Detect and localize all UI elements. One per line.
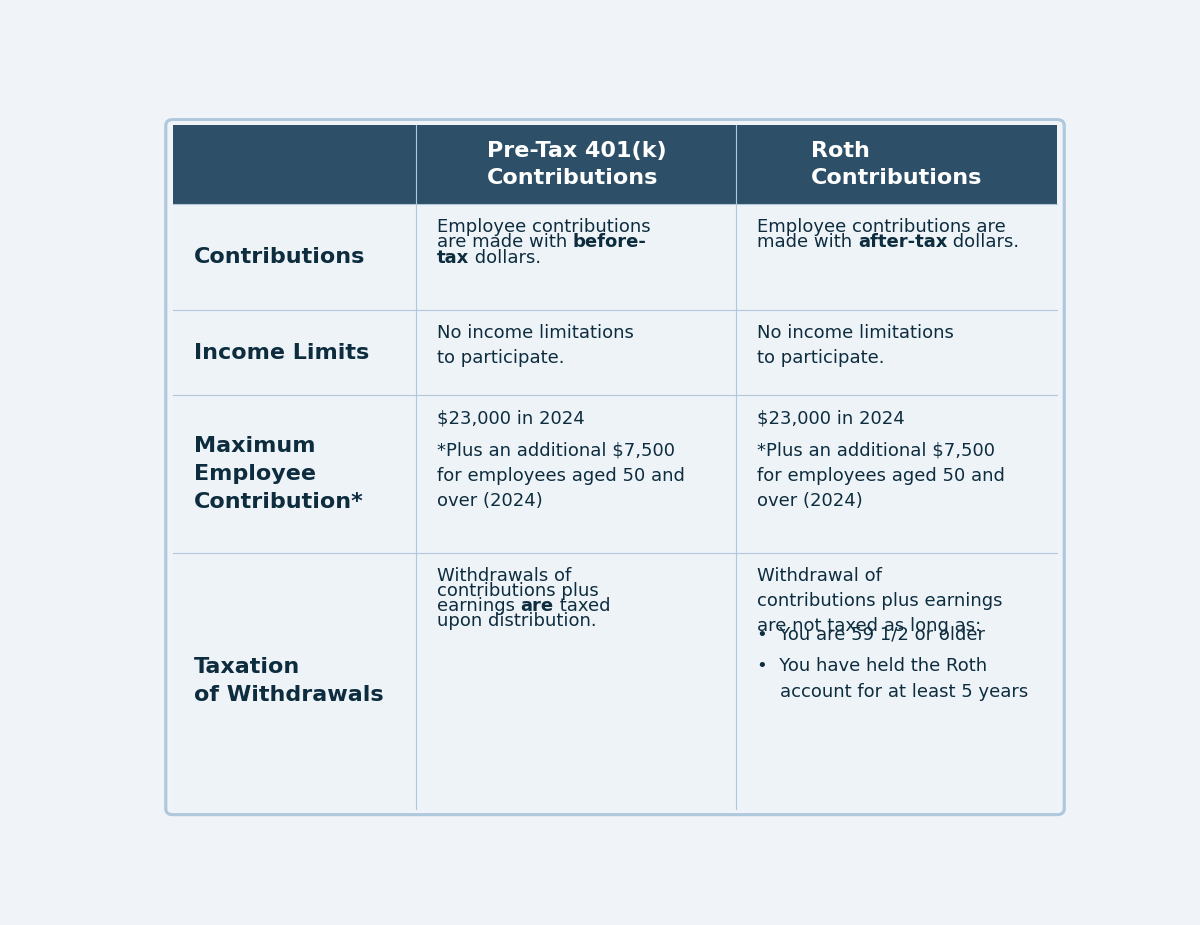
Text: Withdrawal of
contributions plus earnings
are not taxed as long as:: Withdrawal of contributions plus earning… <box>757 567 1002 635</box>
Text: earnings: earnings <box>437 598 521 615</box>
Text: taxed: taxed <box>553 598 610 615</box>
Text: *Plus an additional $7,500
for employees aged 50 and
over (2024): *Plus an additional $7,500 for employees… <box>437 441 684 510</box>
Text: Taxation
of Withdrawals: Taxation of Withdrawals <box>193 657 383 705</box>
Text: Employee contributions are: Employee contributions are <box>757 218 1006 236</box>
Text: tax: tax <box>437 249 469 266</box>
Bar <box>737 395 1057 552</box>
Bar <box>737 552 1057 809</box>
Text: after-tax: after-tax <box>858 233 947 252</box>
Text: Maximum
Employee
Contribution*: Maximum Employee Contribution* <box>193 436 364 512</box>
Text: before-: before- <box>572 233 647 252</box>
Text: $23,000 in 2024: $23,000 in 2024 <box>437 410 584 427</box>
Text: contributions plus: contributions plus <box>437 582 599 600</box>
Text: dollars.: dollars. <box>947 233 1019 252</box>
Bar <box>737 310 1057 395</box>
Bar <box>173 552 416 809</box>
Bar <box>737 125 1057 204</box>
Bar <box>416 204 737 310</box>
Text: Income Limits: Income Limits <box>193 342 368 363</box>
Bar <box>416 310 737 395</box>
Text: Roth
Contributions: Roth Contributions <box>811 141 983 188</box>
Text: •  You have held the Roth
    account for at least 5 years: • You have held the Roth account for at … <box>757 658 1028 700</box>
Bar <box>737 204 1057 310</box>
Text: are: are <box>521 598 553 615</box>
Bar <box>416 552 737 809</box>
Bar <box>416 125 737 204</box>
Text: upon distribution.: upon distribution. <box>437 612 596 631</box>
Text: •  You are 59 1/2 or older: • You are 59 1/2 or older <box>757 625 985 644</box>
Bar <box>173 204 416 310</box>
Text: $23,000 in 2024: $23,000 in 2024 <box>757 410 905 427</box>
Bar <box>173 395 416 552</box>
Bar <box>173 125 416 204</box>
Text: No income limitations
to participate.: No income limitations to participate. <box>437 324 634 367</box>
Text: Withdrawals of: Withdrawals of <box>437 567 571 585</box>
Text: Pre-Tax 401(k)
Contributions: Pre-Tax 401(k) Contributions <box>486 141 666 188</box>
Bar <box>173 310 416 395</box>
Text: dollars.: dollars. <box>469 249 541 266</box>
Text: *Plus an additional $7,500
for employees aged 50 and
over (2024): *Plus an additional $7,500 for employees… <box>757 441 1004 510</box>
Text: are made with: are made with <box>437 233 572 252</box>
Text: No income limitations
to participate.: No income limitations to participate. <box>757 324 954 367</box>
Text: Contributions: Contributions <box>193 247 365 267</box>
Text: made with: made with <box>757 233 858 252</box>
Text: Employee contributions: Employee contributions <box>437 218 650 236</box>
Bar <box>416 395 737 552</box>
